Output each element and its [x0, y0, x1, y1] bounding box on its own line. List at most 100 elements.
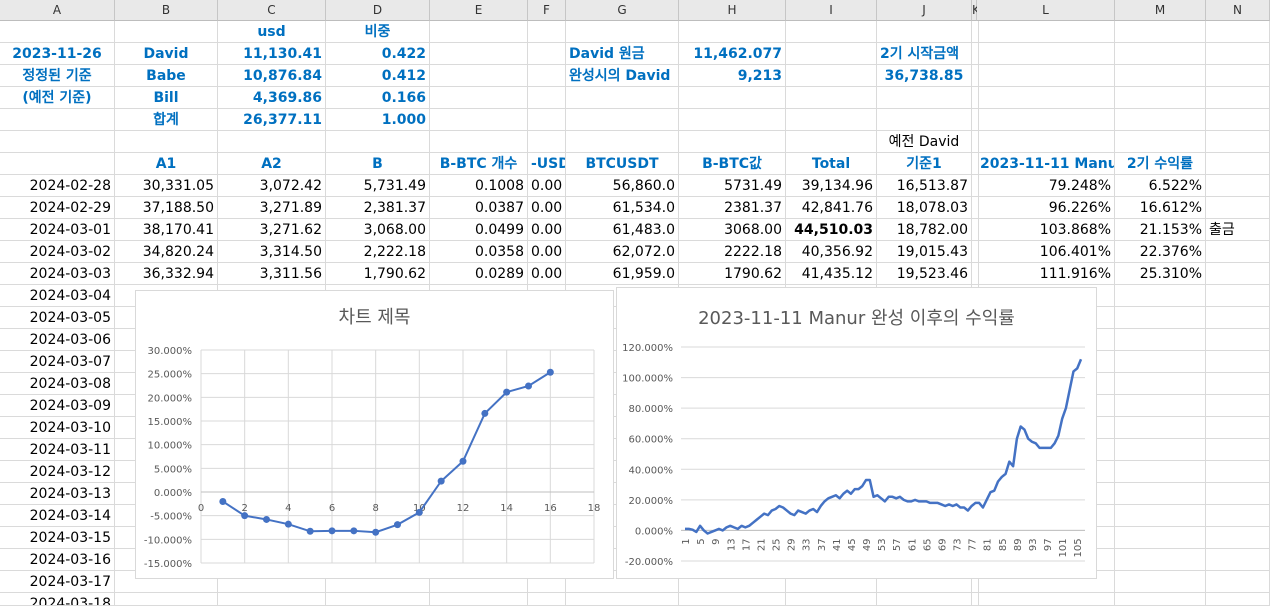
cell[interactable]	[679, 571, 786, 593]
phase2-start-value[interactable]: 36,738.85	[877, 65, 972, 87]
cell[interactable]	[528, 571, 566, 593]
table-cell-l[interactable]: 111.916%	[977, 263, 1115, 285]
date-cell[interactable]: 2024-03-16	[0, 549, 115, 571]
chart-1[interactable]: 차트 제목 30.000% 25.000% 20.000% 15.000% 10.000…	[135, 290, 614, 579]
date-cell[interactable]: 2024-03-11	[0, 439, 115, 461]
phase2-start-label[interactable]: 2기 시작금액	[877, 43, 972, 65]
cell[interactable]	[115, 21, 218, 43]
cell[interactable]	[972, 153, 979, 175]
cell[interactable]	[786, 87, 877, 109]
cell[interactable]	[786, 21, 877, 43]
cell[interactable]	[1115, 329, 1206, 351]
table-cell-l[interactable]: 96.226%	[977, 197, 1115, 219]
cell[interactable]	[972, 65, 979, 87]
cell[interactable]	[1115, 461, 1206, 483]
cell[interactable]	[972, 263, 979, 285]
cell[interactable]	[528, 21, 566, 43]
cell[interactable]	[972, 109, 979, 131]
column-header-c[interactable]: C	[218, 0, 326, 21]
cell[interactable]	[115, 571, 218, 593]
person-ratio[interactable]: 0.412	[326, 65, 430, 87]
cell[interactable]	[430, 87, 528, 109]
column-header-g[interactable]: G	[566, 0, 679, 21]
table-cell-j[interactable]: 19,015.43	[877, 241, 972, 263]
cell[interactable]	[1115, 395, 1206, 417]
person-name[interactable]: Bill	[115, 87, 218, 109]
cell[interactable]	[528, 593, 566, 606]
column-header-d[interactable]: D	[326, 0, 430, 21]
cell[interactable]	[972, 219, 979, 241]
table-cell-i[interactable]: 42,841.76	[786, 197, 877, 219]
date-cell[interactable]: 2024-02-28	[0, 175, 115, 197]
cell[interactable]	[977, 21, 1115, 43]
table-cell-f[interactable]: 0.00	[528, 219, 566, 241]
cell[interactable]	[1206, 109, 1270, 131]
cell[interactable]	[0, 109, 115, 131]
cell[interactable]	[977, 65, 1115, 87]
summary-label[interactable]: (예전 기준)	[0, 87, 115, 109]
cell[interactable]	[1206, 373, 1270, 395]
cell[interactable]	[1115, 483, 1206, 505]
cell[interactable]	[1115, 87, 1206, 109]
cell[interactable]	[977, 87, 1115, 109]
person-name[interactable]: Babe	[115, 65, 218, 87]
cell[interactable]	[1115, 351, 1206, 373]
cell[interactable]	[972, 197, 979, 219]
cell[interactable]	[115, 593, 218, 606]
table-cell-g[interactable]: 61,483.0	[566, 219, 679, 241]
table-cell-i[interactable]: 44,510.03	[786, 219, 877, 241]
column-header-i[interactable]: I	[786, 0, 877, 21]
date-cell[interactable]: 2024-03-09	[0, 395, 115, 417]
cell[interactable]	[528, 109, 566, 131]
table-cell-b[interactable]: 37,188.50	[115, 197, 218, 219]
cell[interactable]	[1206, 329, 1270, 351]
table-cell-b[interactable]: 38,170.41	[115, 219, 218, 241]
date-cell[interactable]: 2024-03-01	[0, 219, 115, 241]
cell[interactable]	[679, 21, 786, 43]
cell[interactable]	[1206, 483, 1270, 505]
table-cell-b[interactable]: 36,332.94	[115, 263, 218, 285]
table-cell-e[interactable]: 0.0289	[430, 263, 528, 285]
old-david-label[interactable]: 예전 David	[877, 131, 972, 153]
summary-label[interactable]: 2023-11-26	[0, 43, 115, 65]
table-cell-m[interactable]: 25.310%	[1115, 263, 1206, 285]
table-header-f[interactable]: -USD	[528, 153, 566, 175]
table-cell-c[interactable]: 3,271.89	[218, 197, 326, 219]
cell[interactable]	[786, 571, 877, 593]
column-header-l[interactable]: L	[977, 0, 1115, 21]
cell[interactable]	[786, 593, 877, 606]
cell[interactable]	[430, 109, 528, 131]
column-header-e[interactable]: E	[430, 0, 528, 21]
table-cell-e[interactable]: 0.0499	[430, 219, 528, 241]
cell[interactable]	[1115, 439, 1206, 461]
person-usd[interactable]: 4,369.86	[218, 87, 326, 109]
table-cell-j[interactable]: 19,523.46	[877, 263, 972, 285]
table-cell-d[interactable]: 1,790.62	[326, 263, 430, 285]
date-cell[interactable]: 2024-03-17	[0, 571, 115, 593]
table-cell-g[interactable]: 56,860.0	[566, 175, 679, 197]
date-cell[interactable]: 2024-03-06	[0, 329, 115, 351]
column-header-a[interactable]: A	[0, 0, 115, 21]
date-cell[interactable]: 2024-03-04	[0, 285, 115, 307]
cell[interactable]	[430, 593, 528, 606]
cell[interactable]	[1115, 373, 1206, 395]
cell[interactable]	[566, 131, 679, 153]
table-cell-d[interactable]: 3,068.00	[326, 219, 430, 241]
cell[interactable]	[1115, 21, 1206, 43]
column-header-m[interactable]: M	[1115, 0, 1206, 21]
table-cell-n[interactable]	[1206, 197, 1270, 219]
david-principal-value[interactable]: 11,462.077	[679, 43, 786, 65]
ratio-header[interactable]: 비중	[326, 21, 430, 43]
cell[interactable]	[877, 21, 972, 43]
cell[interactable]	[679, 593, 786, 606]
cell[interactable]	[679, 131, 786, 153]
cell[interactable]	[528, 131, 566, 153]
cell[interactable]	[1115, 285, 1206, 307]
cell[interactable]	[679, 109, 786, 131]
cell[interactable]	[1206, 395, 1270, 417]
chart-2[interactable]: 2023-11-11 Manur 완성 이후의 수익률 120.000% 100.…	[616, 287, 1097, 579]
cell[interactable]	[1115, 571, 1206, 593]
cell[interactable]	[1115, 549, 1206, 571]
cell[interactable]	[566, 87, 679, 109]
cell[interactable]	[1115, 417, 1206, 439]
